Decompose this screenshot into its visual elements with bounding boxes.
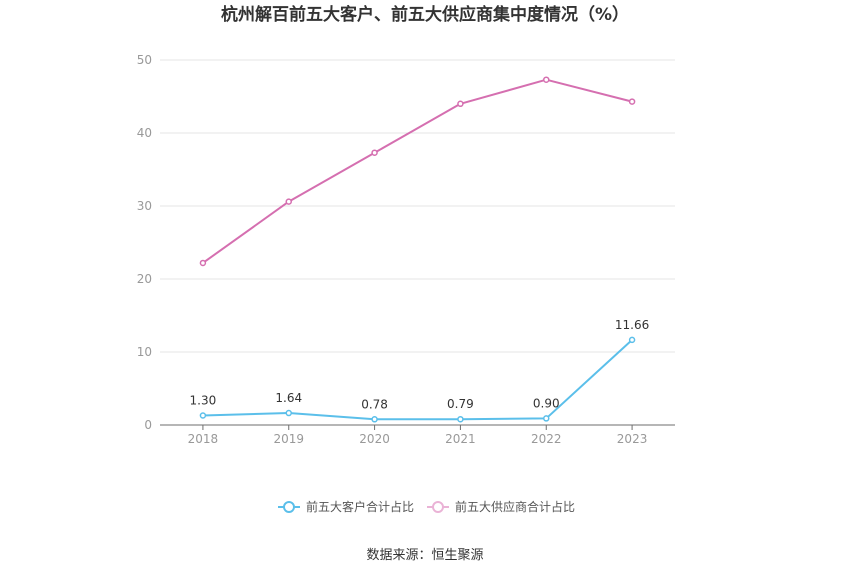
data-point — [285, 198, 292, 205]
series-line-2 — [202, 78, 633, 264]
grid-lines — [160, 59, 675, 353]
x-tick-label: 2022 — [531, 432, 562, 446]
series-line-1 — [202, 339, 633, 421]
data-label: 0.78 — [361, 397, 388, 411]
y-tick-label: 20 — [137, 272, 152, 286]
data-point — [543, 76, 550, 83]
y-tick-label: 50 — [137, 53, 152, 67]
data-point — [371, 416, 378, 423]
data-label: 0.79 — [447, 397, 474, 411]
data-point — [199, 259, 207, 267]
data-label: 1.64 — [275, 391, 302, 405]
legend-item-1[interactable]: 前五大客户合计占比 — [278, 499, 414, 514]
data-point — [457, 415, 464, 423]
data-label: 1.30 — [190, 394, 217, 408]
y-axis: 0 10 20 30 40 50 — [137, 53, 152, 432]
data-point — [543, 415, 550, 422]
x-tick-label: 2023 — [617, 432, 648, 446]
source-note: 数据来源：恒生聚源 — [366, 548, 483, 563]
y-tick-label: 10 — [137, 345, 152, 359]
legend-marker — [283, 501, 295, 513]
data-point — [628, 336, 636, 344]
data-point — [628, 98, 636, 105]
data-point — [285, 409, 292, 417]
y-tick-label: 0 — [144, 418, 152, 432]
legend-label: 前五大供应商合计占比 — [455, 499, 575, 514]
x-tick-label: 2020 — [359, 432, 390, 446]
data-point — [371, 149, 378, 156]
x-tick-label: 2021 — [445, 432, 476, 446]
x-tick-label: 2018 — [188, 432, 219, 446]
data-point — [199, 412, 207, 419]
x-axis: 2018 2019 2020 2021 2022 2023 — [160, 424, 675, 446]
legend[interactable]: 前五大客户合计占比 前五大供应商合计占比 — [278, 499, 575, 514]
legend-label: 前五大客户合计占比 — [306, 499, 414, 514]
legend-item-2[interactable]: 前五大供应商合计占比 — [427, 499, 575, 514]
y-tick-label: 40 — [137, 126, 152, 140]
data-point — [457, 100, 464, 108]
data-label: 0.90 — [533, 396, 560, 410]
series-group: 1.30 1.64 0.78 0.79 0.90 11.66 — [190, 76, 649, 423]
legend-marker — [432, 501, 444, 513]
y-tick-label: 30 — [137, 199, 152, 213]
x-tick-label: 2019 — [273, 432, 304, 446]
chart-title: 杭州解百前五大客户、前五大供应商集中度情况（%） — [221, 4, 629, 25]
data-label: 11.66 — [615, 318, 649, 332]
